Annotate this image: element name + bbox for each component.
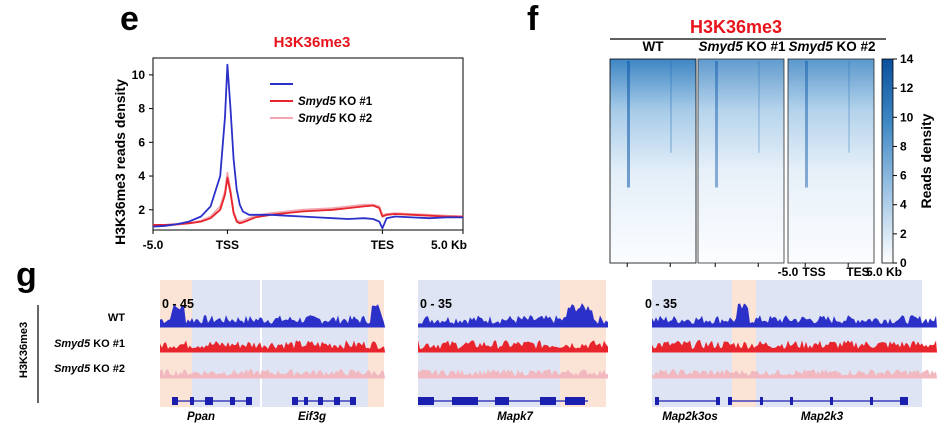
f-tes-streak — [758, 61, 760, 153]
f-xtick-label: TSS — [802, 265, 825, 279]
f-heatmap-column — [787, 58, 875, 264]
g-track-signal — [418, 340, 608, 352]
f-xtick-label: 5.0 Kb — [866, 265, 902, 279]
colorbar-tick-label: 0 — [900, 256, 907, 270]
f-title: H3K36me3 — [690, 17, 783, 37]
g-gene-exon — [655, 397, 659, 405]
g-gene-exon — [565, 397, 585, 405]
g-gene-name: Map2k3os — [662, 411, 718, 423]
f-tes-streak — [848, 61, 850, 153]
g-row-label: WT — [108, 312, 125, 324]
colorbar-tick-label: 6 — [900, 169, 907, 183]
e-line-smyd5-ko-2 — [152, 171, 464, 228]
g-gene-exon — [230, 397, 235, 405]
g-track-signal — [652, 369, 937, 378]
colorbar-tick-label: 2 — [900, 227, 907, 241]
e-ytick-label: 2 — [138, 203, 145, 217]
f-heatmap-column — [609, 58, 697, 264]
f-col-label: Smyd5 KO #1 — [698, 39, 786, 54]
g-gene-exon — [190, 397, 194, 405]
e-ylabel: H3K36me3 reads density — [112, 79, 128, 245]
g-gene-exon — [452, 397, 478, 405]
colorbar-tick-label: 14 — [900, 52, 914, 66]
e-xtick-label: TES — [371, 238, 394, 252]
g-range-label: 0 - 35 — [420, 297, 452, 311]
f-col-label: WT — [643, 39, 665, 54]
e-line-smyd5-ko-1 — [153, 176, 463, 226]
g-gene-exon — [172, 397, 178, 405]
g-gene-exon — [495, 397, 509, 405]
colorbar-tick-label: 10 — [900, 110, 914, 124]
g-track-signal — [160, 304, 385, 327]
g-gene-exon — [830, 397, 833, 405]
g-gene-exon — [870, 397, 873, 405]
g-track-signal — [418, 369, 608, 378]
g-highlight-region — [560, 280, 606, 407]
f-xtick-label: TES — [846, 265, 869, 279]
g-range-label: 0 - 45 — [162, 297, 194, 311]
g-gene-name: Ppan — [187, 411, 215, 423]
g-gene-exon — [716, 397, 720, 405]
g-gene-exon — [304, 397, 308, 405]
g-track-signal — [160, 340, 385, 352]
f-tss-streak — [627, 61, 630, 188]
panel-g-tracks: H3K36me3 WT Smyd5 KO #1 Smyd5 KO #2 0 - 45… — [18, 280, 937, 423]
e-title: H3K36me3 — [274, 34, 351, 51]
f-col-label: Smyd5 KO #2 — [788, 39, 875, 54]
g-highlight-region — [756, 280, 922, 407]
e-legend-label: Smyd5 KO #1 — [298, 96, 373, 108]
panel-letter-g: g — [16, 256, 37, 294]
e-xtick-label: -5.0 — [143, 238, 164, 252]
colorbar-tick-label: 8 — [900, 139, 907, 153]
e-ytick-label: 6 — [138, 135, 145, 149]
colorbar-tick-label: 4 — [900, 198, 907, 212]
colorbar-tick-label: 12 — [900, 81, 914, 95]
g-track-signal — [652, 303, 937, 327]
e-ytick-label: 10 — [132, 68, 146, 82]
f-tes-streak — [670, 61, 672, 153]
g-mark-label: H3K36me3 — [18, 322, 30, 378]
g-highlight-region — [262, 280, 368, 407]
g-track-signal — [160, 369, 385, 378]
g-gene-exon — [790, 397, 793, 405]
f-xtick-label: -5.0 — [778, 265, 799, 279]
g-gene-exon — [540, 397, 556, 405]
g-range-label: 0 - 35 — [645, 297, 677, 311]
e-ytick-label: 4 — [138, 169, 145, 183]
g-gene-exon — [334, 397, 340, 405]
e-xtick-label: TSS — [216, 238, 239, 252]
g-gene-exon — [246, 397, 252, 405]
g-gene-name: Eif3g — [298, 411, 326, 423]
f-heatmap-column — [697, 58, 785, 264]
g-gene-name: Map2k3 — [801, 411, 844, 423]
g-track-signal — [652, 340, 937, 352]
g-gene-exon — [760, 397, 763, 405]
g-gene-exon — [900, 397, 908, 405]
g-gene-exon — [728, 397, 732, 405]
e-legend-label: Smyd5 KO #2 — [298, 113, 372, 125]
colorbar-label: Reads density — [918, 113, 934, 208]
g-gene-name: Mapk7 — [497, 411, 533, 423]
e-ytick-label: 8 — [138, 102, 145, 116]
g-gene-exon — [418, 397, 434, 405]
e-line-wt — [152, 63, 463, 230]
g-gene-exon — [318, 397, 323, 405]
f-tss-streak — [715, 61, 718, 188]
g-row-label: Smyd5 KO #1 — [54, 338, 125, 350]
f-tss-streak — [805, 61, 808, 188]
g-gene-exon — [205, 397, 213, 405]
g-highlight-region — [418, 280, 560, 407]
e-plot-frame — [152, 57, 464, 231]
g-track-signal — [418, 303, 608, 327]
g-row-label: Smyd5 KO #2 — [54, 363, 125, 375]
e-xtick-label: 5.0 Kb — [431, 238, 467, 252]
g-gene-exon — [292, 397, 298, 405]
panel-letter-e: e — [120, 0, 139, 38]
colorbar — [881, 58, 894, 264]
panel-letter-f: f — [527, 0, 539, 38]
g-gene-exon — [350, 397, 356, 405]
panel-e-chart: H3K36me3 H3K36me3 reads density 2 4 6 8 10 -… — [112, 34, 467, 252]
